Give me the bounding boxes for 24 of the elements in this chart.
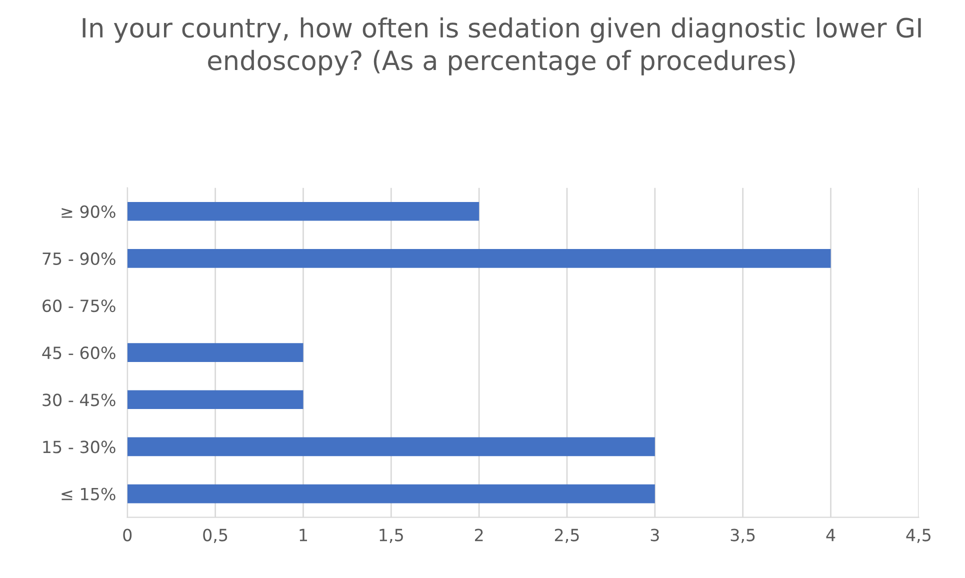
chart-title: In your country, how often is sedation given diagnostic lower GI endoscopy? (As a percentage of procedures) — [82, 17, 921, 76]
y-tick-label: ≥ 90% — [62, 205, 116, 218]
y-tick-label: 60 - 75% — [42, 299, 116, 312]
bar — [127, 484, 655, 504]
bar — [127, 202, 480, 221]
y-tick-label: ≤ 15% — [62, 488, 116, 500]
x-tick-label: 0 — [123, 528, 132, 542]
x-tick-label: 2,5 — [554, 528, 579, 544]
x-tick-label: 0,5 — [203, 528, 228, 544]
x-tick-label: 1 — [300, 528, 307, 542]
y-tick-label: 15 - 30% — [43, 440, 116, 454]
bar — [127, 249, 831, 268]
y-tick-label: 30 - 45% — [42, 394, 116, 406]
x-tick-label: 3,5 — [730, 528, 755, 544]
x-tick-label: 3 — [650, 528, 659, 542]
x-tick-label: 4 — [826, 528, 836, 542]
x-tick-label: 4,5 — [906, 528, 930, 544]
bar — [127, 343, 304, 362]
bar — [127, 390, 304, 410]
bar — [127, 437, 655, 456]
y-tick-label: 45 - 60% — [42, 346, 116, 360]
x-tick-label: 2 — [474, 528, 483, 542]
y-tick-label: 75 - 90% — [42, 252, 116, 266]
x-tick-label: 1,5 — [380, 528, 403, 544]
